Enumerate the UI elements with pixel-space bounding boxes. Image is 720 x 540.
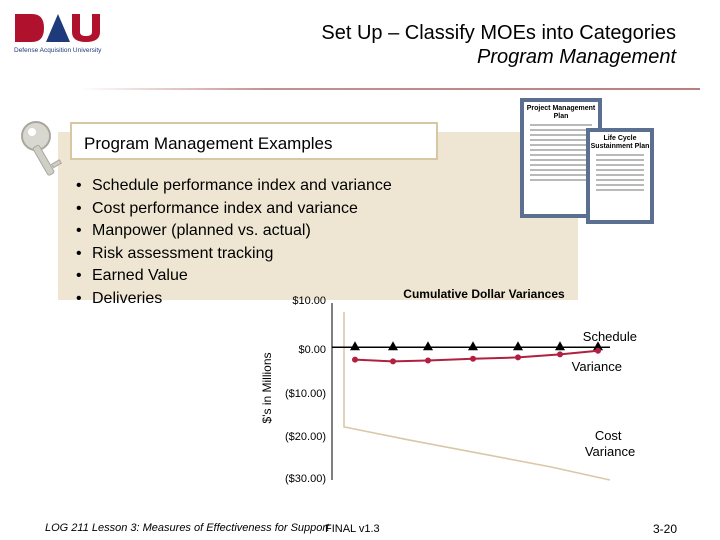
- tick-label: $0.00: [298, 344, 326, 356]
- series-label-schedule: Schedule: [583, 329, 637, 344]
- examples-list: Schedule performance index and variance …: [76, 175, 392, 311]
- dau-logo: Defense Acquisition University: [14, 14, 102, 54]
- schedule-marker: [555, 341, 565, 351]
- schedule-marker: [593, 341, 603, 351]
- schedule-marker: [423, 341, 433, 351]
- variance-marker: [557, 351, 563, 358]
- examples-label: Program Management Examples: [84, 134, 333, 153]
- schedule-marker: [350, 341, 360, 351]
- footer-course: LOG 211 Lesson 3: Measures of Effectiven…: [45, 522, 330, 534]
- schedule-marker: [388, 341, 398, 351]
- logo-subtext: Defense Acquisition University: [14, 47, 102, 54]
- chart-title: Cumulative Dollar Variances: [403, 287, 565, 301]
- title-rule: [80, 88, 700, 90]
- document-title: Life Cycle Sustainment Plan: [590, 135, 650, 150]
- list-item: Earned Value: [76, 265, 392, 288]
- variance-marker: [515, 354, 521, 361]
- list-item: Schedule performance index and variance: [76, 175, 392, 198]
- series-cost-variance-line: [343, 311, 611, 481]
- series-label-variance: Variance: [572, 359, 622, 374]
- key-icon: [21, 121, 63, 176]
- page-title: Set Up – Classify MOEs into Categories: [321, 22, 676, 44]
- list-item: Manpower (planned vs. actual): [76, 220, 392, 243]
- variance-marker: [390, 358, 396, 365]
- page-subtitle: Program Management: [477, 46, 676, 68]
- life-cycle-sustainment-plan-document: Life Cycle Sustainment Plan: [586, 128, 654, 224]
- tick-label: ($10.00): [285, 388, 326, 400]
- footer-version: FINAL v1.3: [325, 523, 380, 535]
- variance-marker: [595, 347, 601, 354]
- schedule-marker: [513, 341, 523, 351]
- variance-marker: [352, 356, 358, 363]
- list-item: Risk assessment tracking: [76, 243, 392, 266]
- variance-marker: [470, 355, 476, 362]
- tick-label: $10.00: [292, 295, 326, 307]
- y-axis-label: $'s in Millions: [260, 353, 274, 424]
- examples-box: Program Management Examples: [70, 122, 438, 160]
- list-item: Cost performance index and variance: [76, 198, 392, 221]
- variance-marker: [425, 357, 431, 364]
- list-item: Deliveries: [76, 288, 392, 311]
- document-title: Project Management Plan: [526, 105, 596, 120]
- tick-label: ($20.00): [285, 431, 326, 443]
- page-number: 3-20: [653, 522, 678, 536]
- schedule-marker: [468, 341, 478, 351]
- tick-label: ($30.00): [285, 473, 326, 485]
- series-label-cost: Cost Variance: [585, 428, 635, 459]
